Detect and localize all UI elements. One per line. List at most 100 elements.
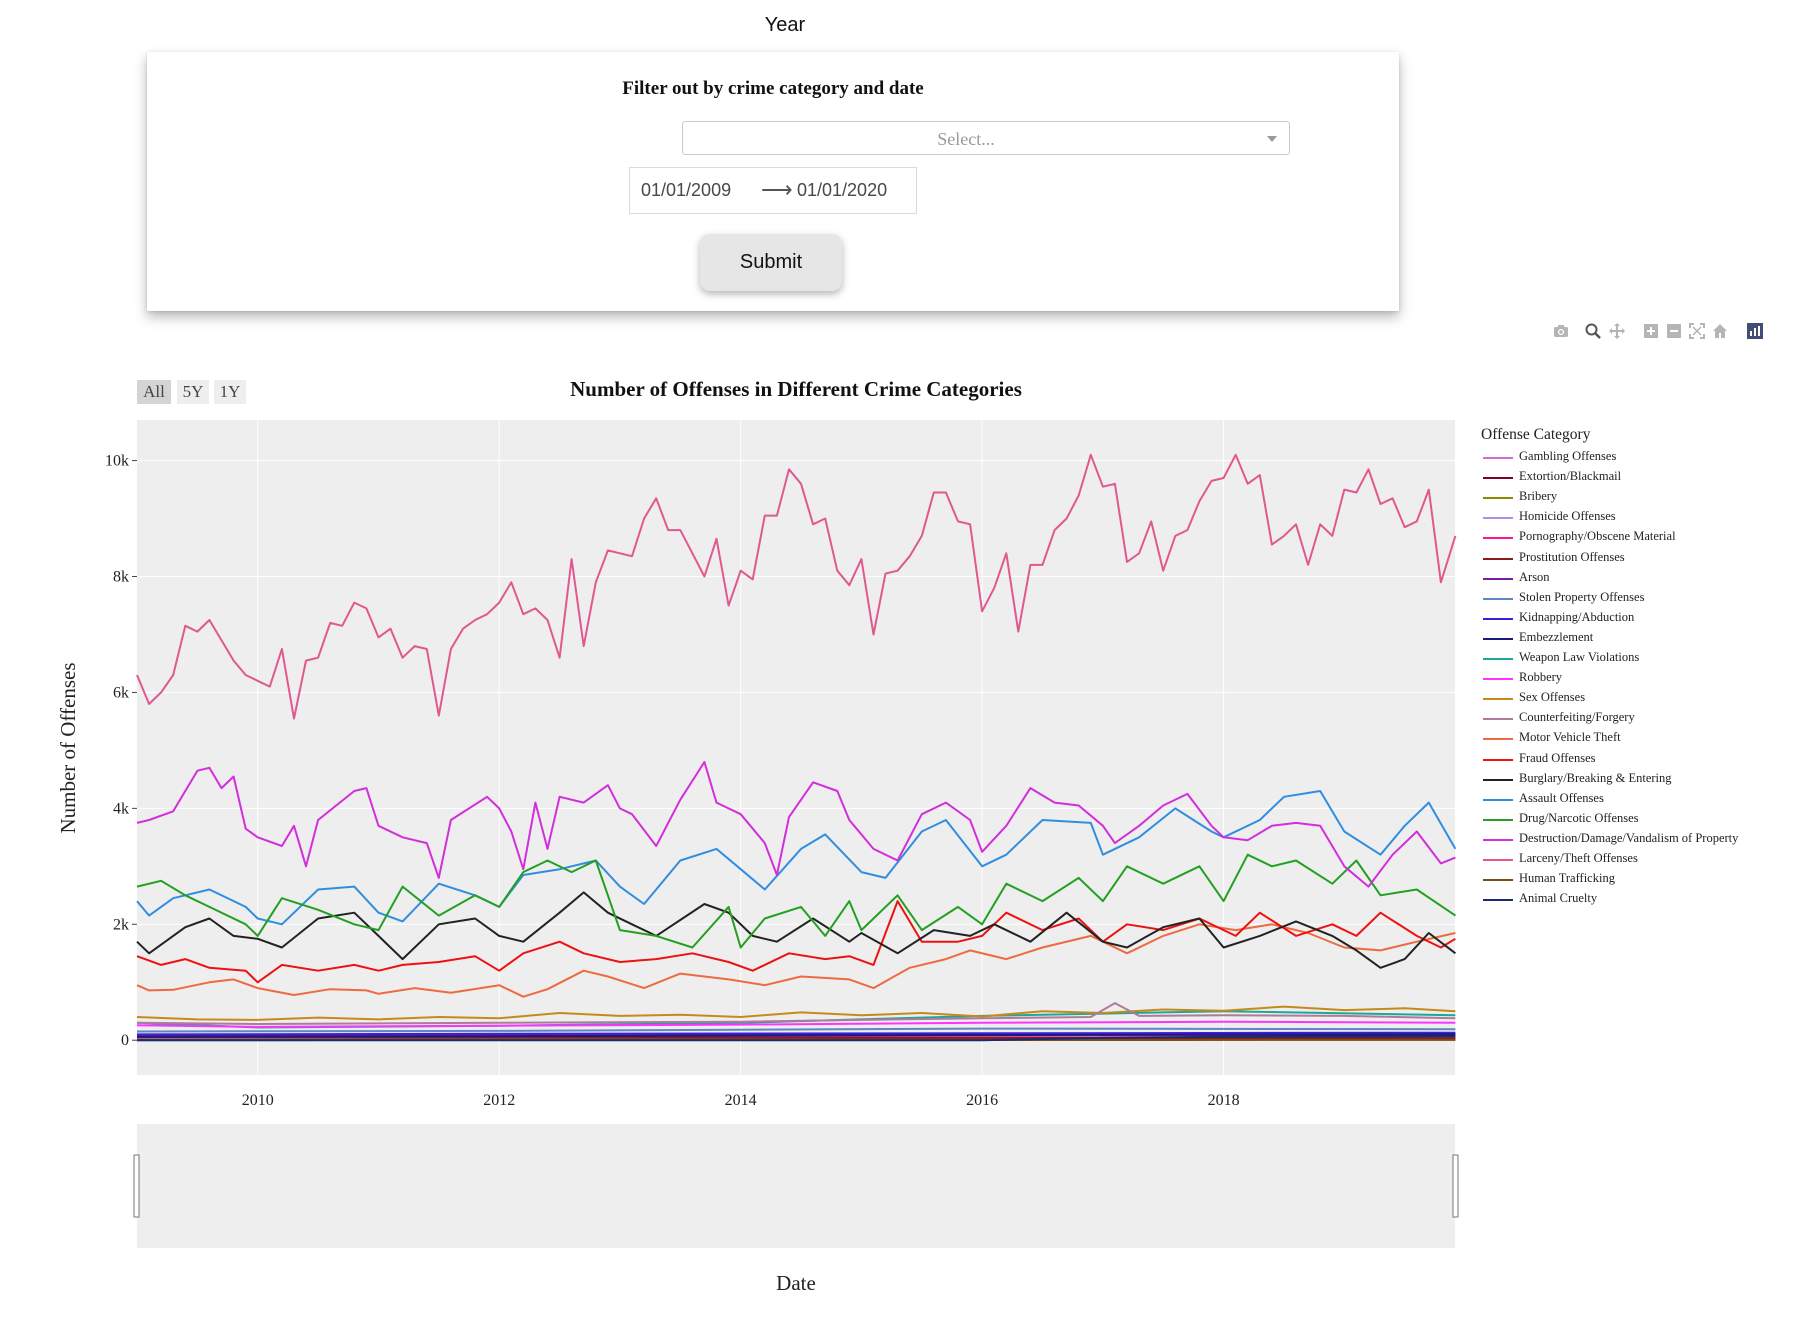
reset-axes-icon[interactable] (1712, 323, 1728, 339)
legend-label: Robbery (1519, 670, 1563, 685)
legend-label: Homicide Offenses (1519, 509, 1616, 524)
chart-title: Number of Offenses in Different Crime Ca… (570, 377, 1022, 401)
zoom-in-icon[interactable] (1643, 323, 1659, 339)
legend-label: Weapon Law Violations (1519, 650, 1640, 664)
legend-label: Arson (1519, 569, 1550, 584)
legend-swatch (1483, 678, 1513, 681)
range-1y-button[interactable]: 1Y (214, 380, 246, 404)
x-tick-label: 2010 (242, 1092, 274, 1109)
legend-swatch (1483, 557, 1513, 560)
end-date-input[interactable]: 01/01/2020 (797, 180, 888, 200)
series-line-13[interactable] (136, 1005, 1456, 1021)
legend-swatch (1483, 517, 1513, 520)
legend-swatch (1483, 637, 1513, 640)
legend-swatch (1483, 577, 1513, 580)
x-tick-label: 2012 (483, 1092, 515, 1109)
submit-button[interactable]: Submit (700, 234, 842, 291)
legend-swatch (1483, 698, 1513, 701)
filter-card: Filter out by crime category and date Se… (147, 52, 1399, 311)
legend-label: Extortion/Blackmail (1519, 469, 1622, 484)
arrow-right-icon: ⟶ (761, 177, 793, 202)
legend-swatch (1483, 859, 1513, 861)
legend-swatch (1483, 658, 1513, 660)
zoom-icon[interactable] (1585, 323, 1601, 339)
x-axis-label: Date (776, 1271, 816, 1295)
legend-swatch (1483, 537, 1513, 540)
legend-swatch (1483, 738, 1513, 741)
x-tick-label: 2014 (725, 1092, 757, 1109)
series-line-10[interactable] (136, 1033, 1456, 1038)
chevron-down-icon[interactable] (1267, 136, 1277, 142)
legend-label: Fraud Offenses (1519, 750, 1596, 765)
series-line-21[interactable] (136, 453, 1457, 720)
series-line-17[interactable] (136, 891, 1457, 969)
legend-swatch (1483, 758, 1513, 761)
year-label: Year (764, 14, 806, 36)
plotly-logo-icon[interactable] (1747, 323, 1763, 339)
y-axis-label: Number of Offenses (56, 662, 80, 833)
legend-swatch (1483, 798, 1513, 801)
legend-label: Embezzlement (1519, 629, 1594, 644)
legend-label: Animal Cruelty (1519, 891, 1598, 906)
camera-icon[interactable] (1553, 323, 1569, 339)
filter-title: Filter out by crime category and date (622, 78, 924, 99)
x-tick-label: 2018 (1208, 1092, 1240, 1109)
series-line-9[interactable] (136, 1031, 1456, 1036)
series-line-12[interactable] (136, 1020, 1456, 1028)
series-line-16[interactable] (136, 900, 1456, 984)
legend-swatch (1483, 457, 1513, 459)
legend-label: Destruction/Damage/Vandalism of Property (1519, 830, 1739, 845)
legend-swatch (1483, 838, 1513, 841)
autoscale-icon[interactable] (1689, 323, 1705, 339)
legend-swatch (1483, 477, 1513, 480)
legend-label: Assault Offenses (1519, 790, 1604, 805)
legend-label: Human Trafficking (1519, 871, 1615, 886)
pan-icon[interactable] (1609, 323, 1625, 339)
legend-label: Larceny/Theft Offenses (1519, 851, 1638, 865)
series-lines (136, 453, 1457, 1042)
legend-swatch (1483, 899, 1513, 902)
y-tick-labels: 0 2k 4k 6k 8k 10k (105, 453, 129, 1050)
legend-swatch (1483, 879, 1513, 882)
series-line-18[interactable] (136, 790, 1457, 926)
series-line-8[interactable] (136, 1027, 1456, 1033)
y-tick-label: 6k (113, 684, 129, 701)
series-line-23[interactable] (137, 1035, 1456, 1042)
legend-label: Stolen Property Offenses (1519, 589, 1645, 604)
y-tick-label: 0 (121, 1032, 129, 1049)
y-tick-label: 8k (113, 569, 129, 586)
date-range-picker: 01/01/2009 ⟶ 01/01/2020 (629, 167, 917, 214)
legend-label: Drug/Narcotic Offenses (1519, 810, 1639, 825)
dropdown-placeholder: Select... (937, 129, 995, 149)
y-tick-label: 10k (105, 453, 129, 470)
start-date-input[interactable]: 01/01/2009 (641, 180, 732, 200)
legend-label: Counterfeiting/Forgery (1519, 710, 1635, 725)
legend-label: Bribery (1519, 489, 1558, 504)
zoom-out-icon[interactable] (1666, 323, 1682, 339)
legend-label: Kidnapping/Abduction (1519, 609, 1635, 624)
legend-swatch (1483, 617, 1513, 620)
series-line-20[interactable] (136, 761, 1456, 888)
range-slider[interactable] (137, 1124, 1455, 1248)
crime-category-dropdown[interactable]: Select... (682, 121, 1290, 155)
x-tick-labels: 2010 2012 2014 2016 2018 (242, 1092, 1240, 1109)
x-tick-label: 2016 (966, 1092, 998, 1109)
legend-label: Burglary/Breaking & Entering (1519, 770, 1672, 785)
y-tick-label: 2k (113, 916, 129, 933)
legend-swatch (1483, 818, 1513, 821)
y-tick-label: 4k (113, 800, 129, 817)
legend-title: Offense Category (1481, 426, 1591, 443)
range-5y-button[interactable]: 5Y (177, 380, 209, 404)
legend-swatch (1483, 597, 1513, 600)
series-line-14[interactable] (136, 1002, 1456, 1025)
range-all-button[interactable]: All (137, 380, 171, 404)
x-gridlines (257, 420, 1225, 1075)
legend-swatch (1483, 718, 1513, 721)
range-slider-handle-left[interactable] (133, 1154, 140, 1218)
legend-label: Motor Vehicle Theft (1519, 730, 1621, 745)
legend-label: Prostitution Offenses (1519, 549, 1625, 564)
series-line-19[interactable] (136, 853, 1456, 949)
range-slider-handle-right[interactable] (1452, 1154, 1459, 1218)
legend-swatch (1483, 778, 1513, 781)
